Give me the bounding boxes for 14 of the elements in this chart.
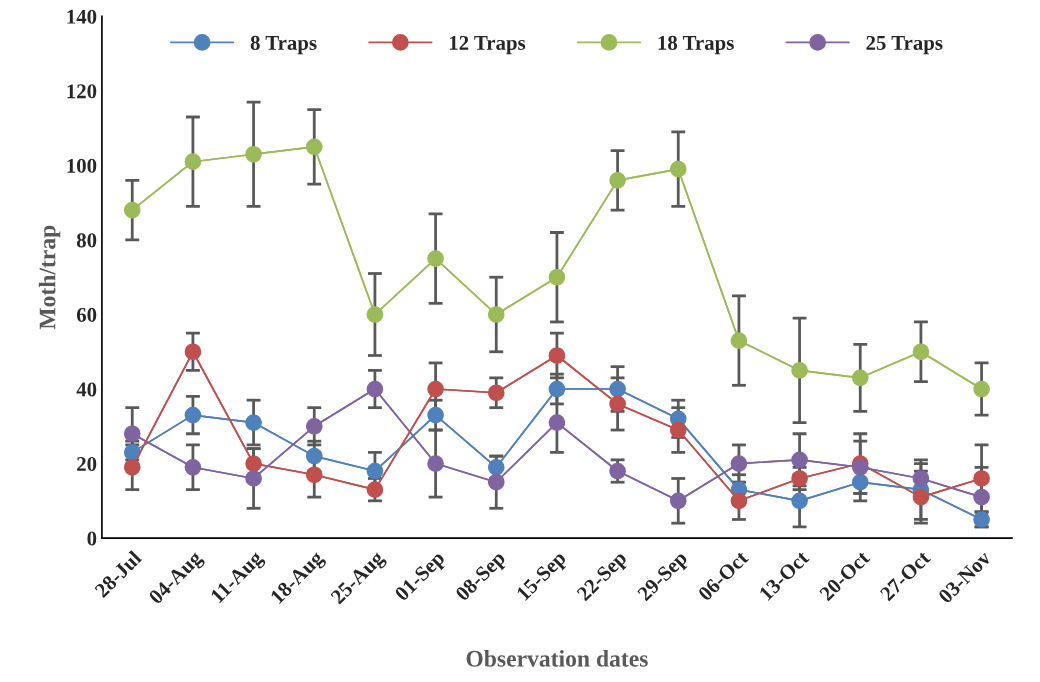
y-tick-label: 80 — [76, 233, 97, 248]
y-tick-label: 0 — [87, 531, 97, 546]
legend-label: 12 Traps — [449, 35, 526, 55]
x-axis-title: Observation dates — [466, 650, 648, 667]
legend-label: 18 Traps — [658, 35, 734, 55]
y-tick-label: 100 — [67, 158, 97, 173]
legend-label: 25 Traps — [866, 35, 943, 55]
y-tick-label: 60 — [76, 307, 97, 322]
y-axis-title: Moth/trap — [38, 225, 61, 330]
legend-label: 8 Traps — [250, 35, 317, 55]
y-tick-label: 120 — [67, 84, 97, 99]
y-tick-label: 20 — [77, 456, 97, 471]
y-tick-label: 140 — [67, 9, 97, 24]
y-tick-label: 40 — [76, 382, 97, 397]
